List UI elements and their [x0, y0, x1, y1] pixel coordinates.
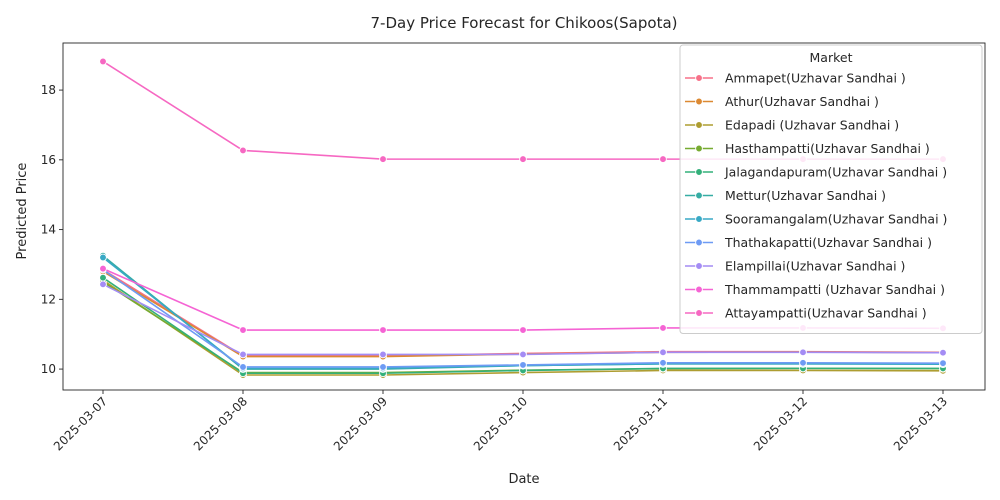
legend-label: Hasthampatti(Uzhavar Sandhai ) [725, 141, 930, 156]
legend-item: Hasthampatti(Uzhavar Sandhai ) [685, 141, 930, 156]
data-point [799, 348, 807, 357]
data-point [519, 326, 527, 334]
legend-title: Market [810, 50, 853, 65]
legend-item: Sooramangalam(Uzhavar Sandhai ) [685, 212, 947, 227]
legend-swatch-marker [695, 262, 703, 270]
legend-swatch-marker [695, 168, 703, 176]
y-tick-label: 12 [41, 292, 56, 306]
data-point [239, 326, 247, 334]
legend-item: Jalagandapuram(Uzhavar Sandhai ) [685, 165, 947, 180]
legend-swatch-marker [695, 285, 703, 294]
legend-item: Thathakapatti(Uzhavar Sandhai ) [685, 235, 932, 250]
legend-label: Ammapet(Uzhavar Sandhai ) [725, 71, 906, 86]
y-tick-label: 14 [41, 223, 56, 237]
x-axis-title: Date [508, 472, 539, 487]
legend-box [679, 44, 983, 334]
legend-item: Attayampatti(Uzhavar Sandhai ) [685, 306, 927, 321]
axes-frame [62, 42, 986, 391]
data-point [659, 155, 667, 163]
legend-item: Thammampatti (Uzhavar Sandhai ) [685, 282, 945, 297]
y-axis: 10 12 14 16 18 [41, 83, 63, 376]
legend-swatch-marker [695, 121, 703, 129]
legend-item: Athur(Uzhavar Sandhai ) [685, 94, 879, 109]
y-tick-label: 18 [41, 83, 56, 97]
legend-swatch-marker [695, 215, 703, 223]
data-point [659, 358, 667, 367]
data-point [379, 326, 387, 334]
data-point [99, 253, 107, 262]
data-point [939, 348, 947, 357]
legend-label: Jalagandapuram(Uzhavar Sandhai ) [724, 165, 947, 180]
legend-label: Thathakapatti(Uzhavar Sandhai ) [724, 235, 932, 250]
data-point [99, 264, 107, 273]
legend: Market Ammapet(Uzhavar Sandhai ) Athur(Uz… [679, 44, 983, 334]
legend-swatch-marker [695, 309, 703, 317]
legend-label: Athur(Uzhavar Sandhai ) [725, 94, 879, 109]
plot-area [99, 57, 947, 379]
data-point [99, 57, 107, 66]
legend-item: Edapadi (Uzhavar Sandhai ) [685, 118, 899, 133]
y-tick-label: 16 [41, 153, 56, 167]
data-point [379, 350, 387, 359]
data-point [239, 146, 247, 155]
data-point [519, 361, 527, 369]
data-point [939, 359, 947, 367]
legend-label: Mettur(Uzhavar Sandhai ) [725, 188, 886, 203]
data-point [799, 358, 807, 367]
legend-item: Elampillai(Uzhavar Sandhai ) [685, 259, 905, 274]
data-point [659, 348, 667, 357]
legend-swatch-marker [695, 191, 703, 200]
y-tick-label: 10 [41, 362, 56, 376]
legend-label: Edapadi (Uzhavar Sandhai ) [725, 118, 899, 133]
data-point [379, 155, 387, 163]
y-axis-title: Predicted Price [15, 163, 30, 260]
legend-label: Thammampatti (Uzhavar Sandhai ) [724, 282, 945, 297]
legend-swatch-marker [695, 238, 703, 247]
legend-swatch-marker [695, 74, 703, 82]
data-point [239, 350, 247, 359]
legend-label: Attayampatti(Uzhavar Sandhai ) [725, 306, 927, 321]
legend-item: Mettur(Uzhavar Sandhai ) [685, 188, 886, 203]
legend-swatch-marker [695, 97, 703, 106]
legend-label: Elampillai(Uzhavar Sandhai ) [725, 259, 905, 274]
legend-item: Ammapet(Uzhavar Sandhai ) [685, 71, 906, 86]
series-7 [99, 265, 947, 371]
data-point [99, 280, 107, 289]
series-8 [99, 280, 947, 359]
legend-label: Sooramangalam(Uzhavar Sandhai ) [725, 212, 947, 227]
data-point [519, 350, 527, 359]
chart-title: 7-Day Price Forecast for Chikoos(Sapota) [371, 14, 678, 32]
legend-swatch-marker [695, 144, 703, 153]
data-point [239, 363, 247, 371]
data-point [99, 273, 107, 282]
data-point [519, 155, 527, 163]
data-point [379, 363, 387, 371]
data-point [659, 324, 667, 332]
